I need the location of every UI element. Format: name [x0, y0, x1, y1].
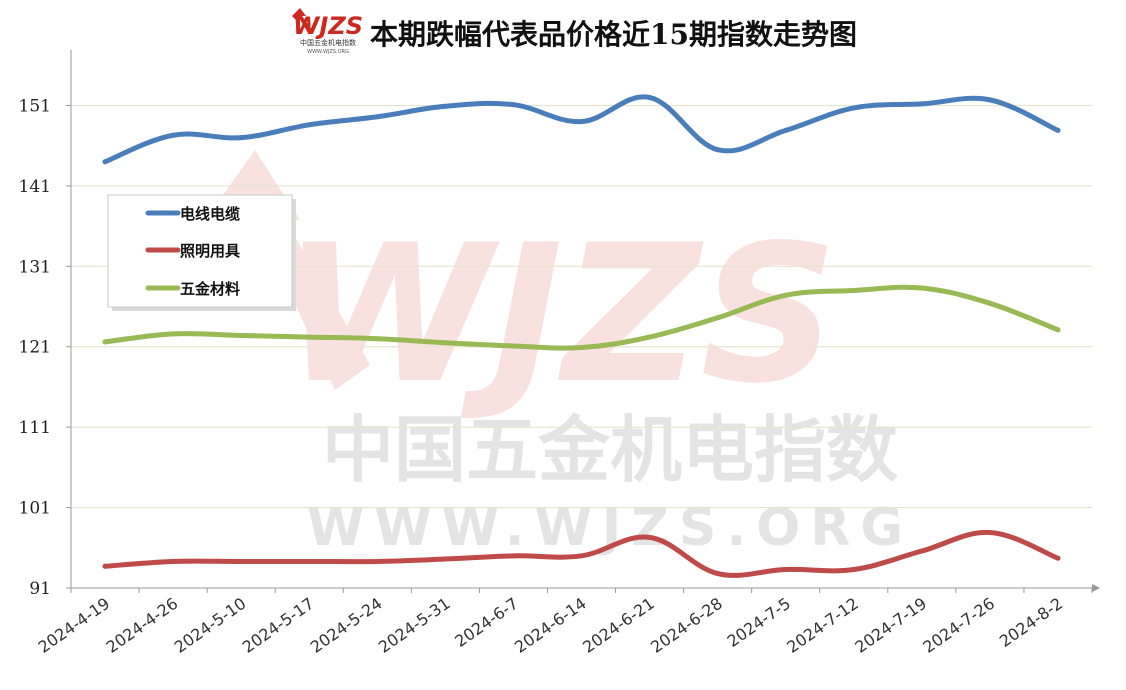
- data-point: [238, 135, 244, 141]
- data-point: [442, 340, 448, 346]
- y-tick-label: 111: [19, 418, 51, 438]
- x-ticks: 2024-4-192024-4-262024-5-102024-5-172024…: [35, 588, 1093, 657]
- data-point: [919, 548, 925, 554]
- legend: 电线电缆 照明用具 五金材料: [107, 194, 296, 311]
- logo-arrow-icon: [292, 8, 312, 33]
- x-tick-label: 2024-5-17: [239, 594, 318, 657]
- data-point: [102, 159, 108, 165]
- x-tick-label: 2024-6-14: [511, 594, 590, 657]
- x-tick-label: 2024-4-19: [35, 594, 114, 657]
- data-point: [851, 287, 857, 293]
- series-line-1: [102, 94, 1061, 165]
- grid: [71, 104, 1092, 509]
- data-point: [919, 101, 925, 107]
- data-point: [783, 127, 789, 133]
- data-point: [579, 553, 584, 559]
- legend-label-series-2: 照明用具: [180, 242, 240, 260]
- watermark-logo-text: WJZS: [283, 204, 838, 425]
- data-point: [238, 558, 244, 564]
- watermark-cn-text: 中国五金机电指数: [322, 408, 898, 492]
- data-point: [374, 336, 380, 342]
- data-point: [1055, 127, 1061, 133]
- y-ticks: 91 101 111 121 131 141 151: [19, 96, 71, 599]
- data-point: [987, 97, 993, 103]
- y-tick-label: 131: [19, 257, 51, 277]
- x-tick-label: 2024-7-26: [919, 594, 998, 657]
- data-point: [715, 315, 721, 321]
- x-tick-label: 2024-8-2: [996, 594, 1066, 651]
- data-point: [374, 558, 380, 564]
- x-tick-label: 2024-5-24: [307, 594, 386, 657]
- y-tick-label: 151: [19, 96, 51, 116]
- x-axis-arrow-icon: [1092, 584, 1100, 592]
- data-point: [306, 558, 312, 564]
- chart-header: WJZS 中国五金机电指数 WWW.WJZS.ORG 本期跌幅代表品价格近15期…: [292, 8, 857, 55]
- x-tick-label: 2024-7-12: [783, 594, 862, 657]
- y-tick-label: 101: [19, 499, 51, 519]
- data-point: [170, 558, 176, 564]
- data-point: [374, 114, 380, 120]
- data-point: [238, 332, 244, 338]
- data-point: [442, 103, 448, 109]
- data-point: [579, 345, 584, 351]
- data-point: [987, 300, 993, 306]
- data-point: [442, 556, 448, 562]
- x-tick-label: 2024-5-10: [171, 594, 250, 657]
- legend-box: [107, 194, 293, 308]
- x-tick-label: 2024-5-31: [375, 594, 454, 657]
- y-tick-label: 121: [19, 338, 51, 358]
- legend-label-series-3: 五金材料: [180, 280, 240, 298]
- data-point: [1055, 555, 1061, 561]
- data-point: [170, 132, 176, 138]
- data-point: [510, 343, 516, 349]
- data-point: [715, 571, 721, 577]
- data-point: [647, 334, 653, 340]
- data-point: [647, 94, 653, 100]
- logo-text: WJZS: [293, 12, 363, 40]
- data-point: [306, 334, 312, 340]
- logo: WJZS 中国五金机电指数 WWW.WJZS.ORG: [292, 8, 363, 55]
- data-point: [1055, 327, 1061, 333]
- data-point: [851, 567, 857, 573]
- data-point: [510, 553, 516, 559]
- data-point: [579, 119, 584, 125]
- x-tick-label: 2024-4-26: [103, 594, 182, 657]
- y-tick-label: 141: [19, 177, 51, 197]
- data-point: [783, 292, 789, 298]
- watermark: WJZS 中国五金机电指数 WWW.WJZS.ORG: [205, 150, 903, 558]
- series: [102, 94, 1061, 578]
- legend-label-series-1: 电线电缆: [180, 205, 240, 223]
- chart-title: 本期跌幅代表品价格近15期指数走势图: [370, 18, 857, 51]
- data-point: [987, 530, 993, 536]
- data-point: [510, 102, 516, 108]
- data-point: [783, 567, 789, 573]
- data-point: [102, 563, 108, 569]
- y-tick-label: 91: [29, 579, 51, 599]
- data-point: [306, 122, 312, 128]
- logo-subtext: 中国五金机电指数: [300, 38, 356, 47]
- data-point: [919, 285, 925, 291]
- axes: [70, 50, 1100, 592]
- x-tick-label: 2024-6-21: [579, 594, 658, 657]
- data-point: [170, 331, 176, 337]
- data-point: [715, 147, 721, 153]
- x-tick-label: 2024-6-28: [647, 594, 726, 657]
- data-point: [102, 339, 108, 345]
- logo-url-text: WWW.WJZS.ORG: [307, 49, 349, 55]
- data-point: [851, 105, 857, 111]
- x-tick-label: 2024-7-19: [851, 594, 930, 657]
- data-point: [647, 534, 653, 540]
